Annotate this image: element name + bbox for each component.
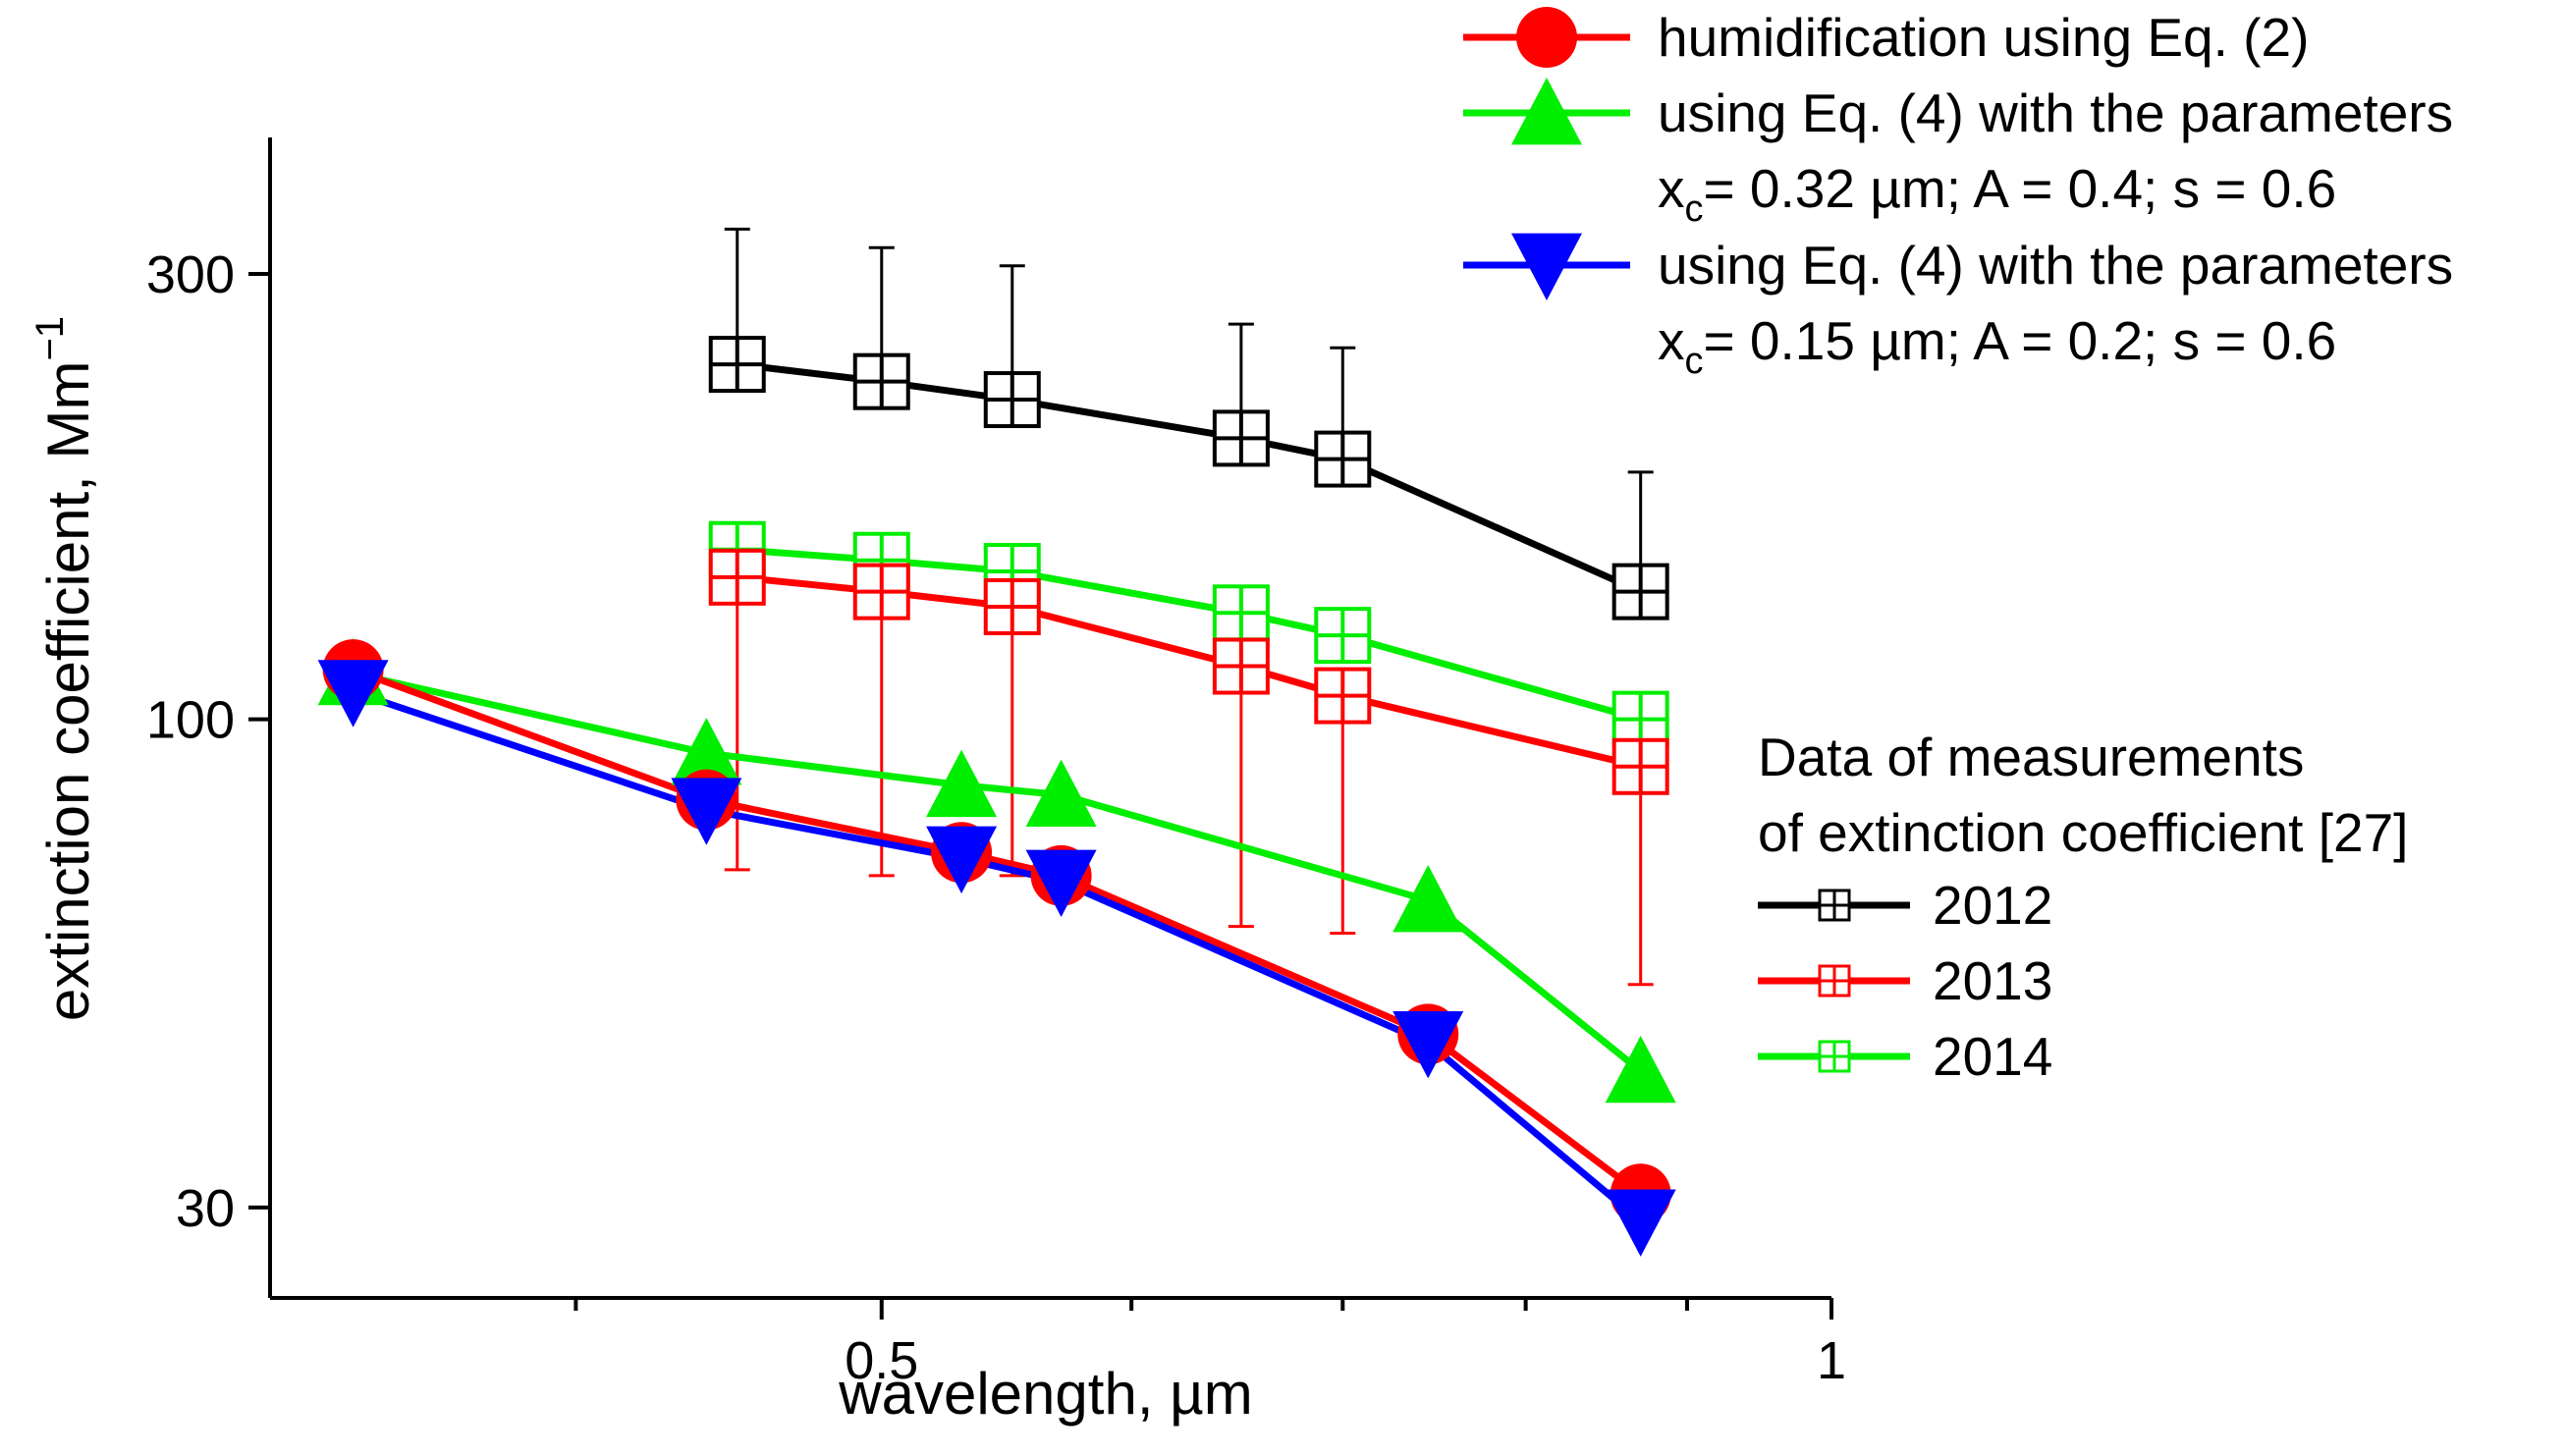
series-4-point xyxy=(1212,637,1270,695)
marker-shape xyxy=(1025,849,1097,918)
legend-title-line: Data of measurements xyxy=(1758,727,2304,787)
legend-year-entry-2: 2014 xyxy=(1758,1026,2052,1087)
legend-label-text: x xyxy=(1658,158,1685,219)
x-axis-title: wavelength, µm xyxy=(838,1361,1252,1427)
series-1-point xyxy=(1025,759,1097,827)
series-0-line xyxy=(352,666,1643,1198)
series-3-point xyxy=(708,336,766,394)
marker-shape xyxy=(1393,1011,1464,1079)
series-1-point xyxy=(1393,864,1464,933)
series-3-point xyxy=(1314,430,1372,488)
y-axis-title-text: extinction coefficient, Mm xyxy=(35,361,101,1022)
marker-shape xyxy=(671,778,742,845)
marker-shape xyxy=(926,826,998,894)
legend-label-rest: = 0.15 µm; A = 0.2; s = 0.6 xyxy=(1704,310,2337,371)
legend-label: using Eq. (4) with the parameters xyxy=(1658,82,2453,143)
series-3-point xyxy=(852,352,910,410)
series-1-line xyxy=(352,670,1643,1074)
marker-shape xyxy=(1605,1189,1676,1257)
series-2-point xyxy=(317,660,389,728)
legend-label: 2014 xyxy=(1933,1026,2052,1087)
legend-entry-2: using Eq. (4) with the parameters xc= 0.1… xyxy=(1463,233,2453,382)
series-3-point xyxy=(1611,563,1669,620)
y-axis-title: extinction coefficient, Mm−1 xyxy=(28,316,101,1021)
y-axis-title-superscript: −1 xyxy=(28,316,72,361)
series-5-point xyxy=(1314,607,1372,665)
legend-label: 2013 xyxy=(1933,950,2052,1011)
series-5-point xyxy=(1212,584,1270,642)
marker-shape xyxy=(1516,7,1577,68)
series-2-line xyxy=(352,688,1643,1224)
legend-year-entry-1: 2013 xyxy=(1758,950,2052,1011)
series-markers xyxy=(317,336,1676,1257)
series-4-point xyxy=(983,577,1041,635)
legend-label-subscript: c xyxy=(1685,189,1704,230)
legend-label-text: using Eq. (4) with the parameters xyxy=(1658,235,2453,296)
legend: humidification using Eq. (2) using Eq. (4… xyxy=(1463,7,2453,1087)
x-tick-label: 1 xyxy=(1817,1331,1846,1390)
series-3-point xyxy=(983,371,1041,429)
y-tick-label: 30 xyxy=(176,1179,235,1238)
series-2-point xyxy=(1025,849,1097,918)
series-3-point xyxy=(1212,409,1270,467)
plot-area xyxy=(317,227,1676,1257)
marker-shape xyxy=(317,660,389,728)
series-4-point xyxy=(852,563,910,620)
marker-shape xyxy=(926,749,998,818)
marker-shape xyxy=(1511,233,1582,300)
series-4-point xyxy=(708,548,766,606)
series-1-point xyxy=(671,718,742,785)
legend-entry-0: humidification using Eq. (2) xyxy=(1463,7,2309,68)
marker-shape xyxy=(1393,864,1464,933)
legend-marker xyxy=(1511,78,1582,145)
legend-label-text: x xyxy=(1658,310,1685,371)
legend-entry-1: using Eq. (4) with the parameters xc= 0.3… xyxy=(1463,78,2453,230)
legend-label: 2012 xyxy=(1933,875,2052,936)
legend-label-subscript: c xyxy=(1685,341,1704,382)
series-2-point xyxy=(671,778,742,845)
series-4-point xyxy=(1611,737,1669,795)
marker-shape xyxy=(1511,78,1582,145)
legend-year-entry-0: 2012 xyxy=(1758,875,2052,936)
y-tick-label: 300 xyxy=(146,245,235,304)
x-tick-label: 0.5 xyxy=(845,1331,918,1390)
y-tick-label: 100 xyxy=(146,691,235,750)
legend-label: humidification using Eq. (2) xyxy=(1658,7,2309,68)
series-5-point xyxy=(1611,690,1669,748)
series-2-point xyxy=(1393,1011,1464,1079)
legend-marker xyxy=(1511,233,1582,300)
series-2-point xyxy=(926,826,998,894)
series-4-point xyxy=(1314,667,1372,725)
legend-marker xyxy=(1516,7,1577,68)
legend-label: using Eq. (4) with the parameters xyxy=(1658,235,2453,296)
series-1-point xyxy=(1605,1035,1676,1104)
marker-shape xyxy=(1605,1035,1676,1104)
series-2-point xyxy=(1605,1189,1676,1257)
series-lines xyxy=(352,227,1654,1224)
legend-label-rest: = 0.32 µm; A = 0.4; s = 0.6 xyxy=(1704,158,2337,219)
legend-label: xc= 0.15 µm; A = 0.2; s = 0.6 xyxy=(1658,310,2336,382)
axes: 0.5 1 30 100 300 wavelength, µm extinction coe… xyxy=(28,137,1846,1427)
marker-shape xyxy=(1025,759,1097,827)
marker-shape xyxy=(671,718,742,785)
legend-label-text: humidification using Eq. (2) xyxy=(1658,7,2309,68)
legend-label: xc= 0.32 µm; A = 0.4; s = 0.6 xyxy=(1658,158,2336,230)
series-1-point xyxy=(926,749,998,818)
legend-label-text: using Eq. (4) with the parameters xyxy=(1658,82,2453,143)
legend-title-line: of extinction coefficient [27] xyxy=(1758,802,2408,863)
